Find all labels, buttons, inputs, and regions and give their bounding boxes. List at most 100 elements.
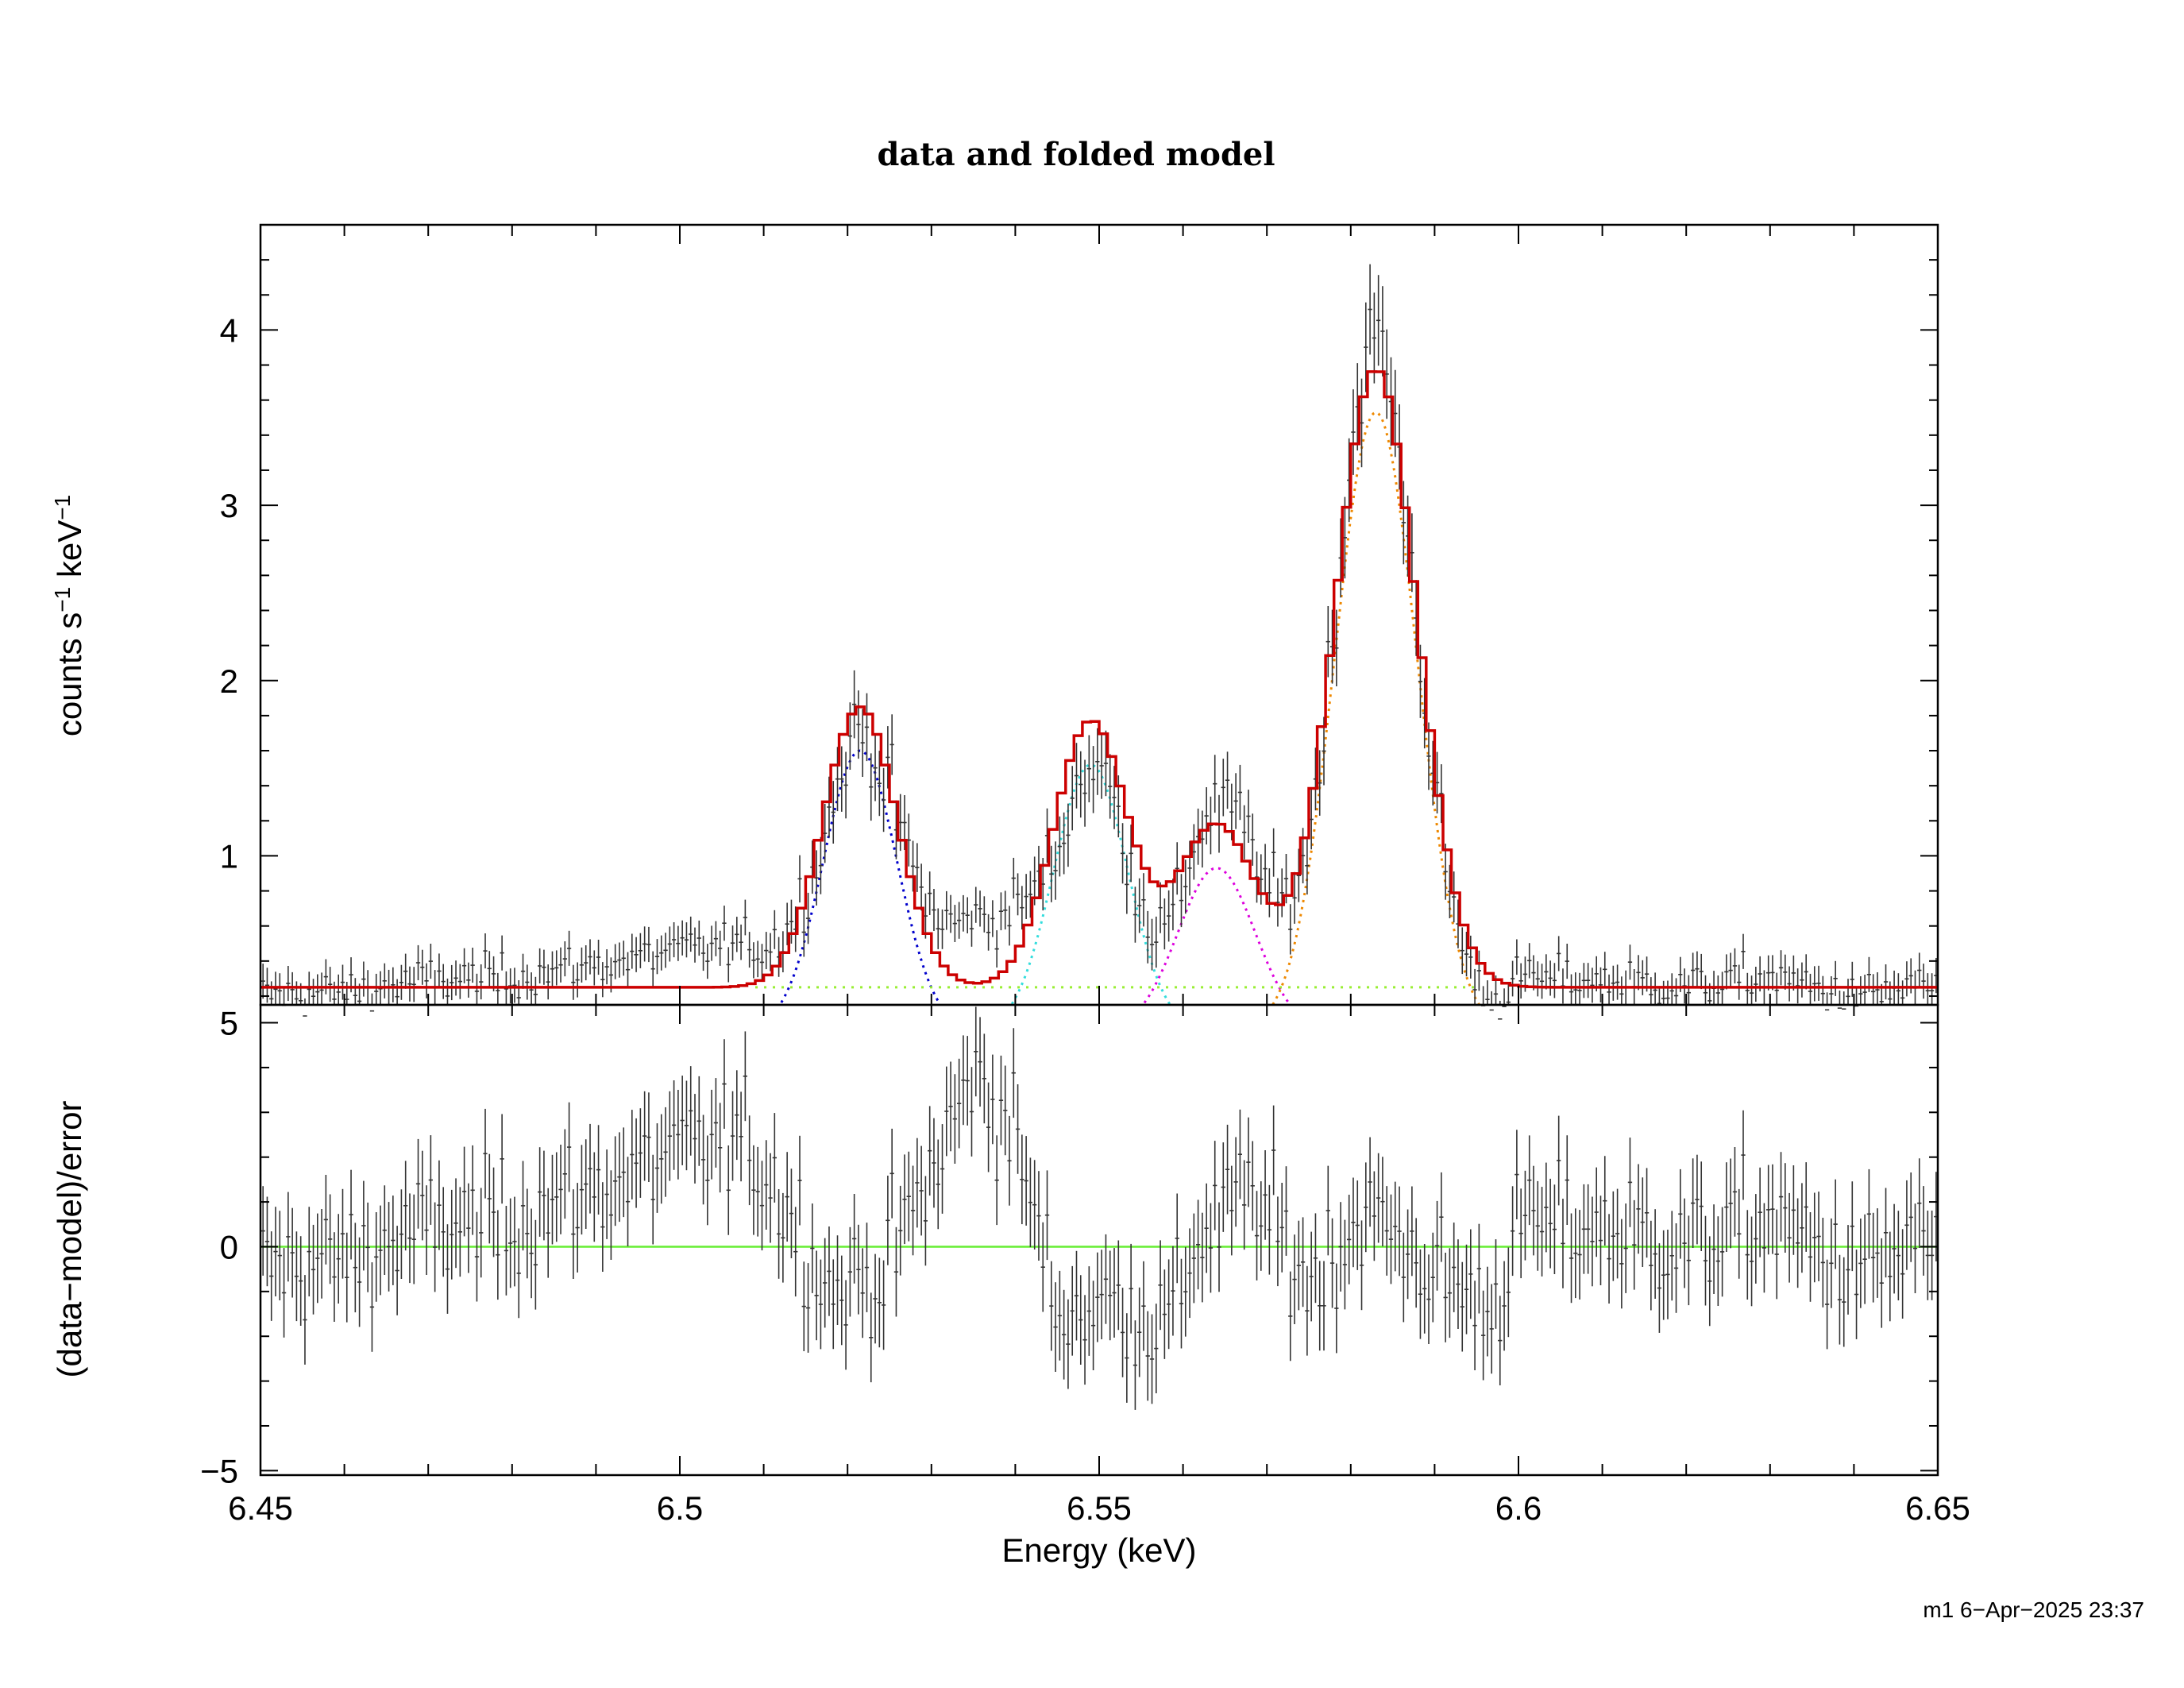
residual-point [1833, 1179, 1838, 1269]
data-point [1015, 873, 1021, 916]
data-point [613, 944, 618, 979]
model-curve [260, 370, 1938, 989]
data-point [818, 836, 823, 894]
data-point [1187, 840, 1192, 896]
data-point [1263, 844, 1268, 894]
residual-point [415, 1138, 421, 1229]
residual-point [286, 1192, 291, 1282]
data-point [1816, 965, 1821, 1001]
residual-point [1434, 1200, 1440, 1291]
residual-point [726, 1145, 731, 1235]
data-point [852, 670, 857, 739]
residual-point [1414, 1218, 1418, 1308]
data-point [1715, 975, 1720, 1005]
data-point [952, 905, 957, 942]
residual-point [1561, 1199, 1565, 1288]
data-point [1669, 973, 1674, 1005]
residual-point [982, 1033, 986, 1124]
data-point [1095, 728, 1100, 795]
residual-point [588, 1123, 592, 1214]
data-point [672, 922, 677, 958]
residual-point [1493, 1239, 1499, 1329]
data-point [680, 920, 685, 956]
residual-point [579, 1145, 585, 1235]
data-point [1003, 890, 1008, 930]
residual-point [277, 1211, 282, 1300]
data-point [1603, 952, 1607, 987]
residual-point [986, 1082, 991, 1172]
data-point [1007, 906, 1012, 946]
data-point [1850, 961, 1854, 997]
residual-point [538, 1147, 542, 1237]
residual-point [1539, 1187, 1545, 1277]
residual-point [290, 1207, 295, 1298]
residual-point [1318, 1261, 1322, 1351]
data-point [1325, 606, 1330, 678]
residual-point [1313, 1213, 1318, 1304]
residual-point [1305, 1265, 1310, 1356]
data-point [353, 978, 357, 1005]
residual-point [1518, 1188, 1523, 1279]
footer-timestamp: m1 6−Apr−2025 23:37 [1923, 1597, 2144, 1622]
residual-point [1892, 1203, 1897, 1294]
data-point [1745, 972, 1750, 1005]
data-point [575, 962, 580, 998]
residual-point [508, 1198, 513, 1288]
data-point [646, 926, 651, 963]
data-point [873, 735, 878, 802]
data-point [420, 949, 425, 985]
residual-point [332, 1232, 337, 1322]
residual-point [1485, 1266, 1490, 1357]
residual-point [1678, 1168, 1683, 1259]
residual-point [743, 1031, 747, 1122]
residual-point [944, 1066, 949, 1157]
residual-point [1418, 1249, 1423, 1339]
data-point [567, 930, 572, 966]
residual-point [869, 1292, 874, 1383]
residual-point [1322, 1261, 1326, 1351]
data-point [1598, 967, 1603, 1002]
data-point [965, 897, 970, 933]
residual-point [1086, 1266, 1091, 1356]
residual-point [1028, 1157, 1032, 1248]
residual-point [886, 1176, 890, 1265]
residual-point [1191, 1213, 1196, 1304]
residual-point [705, 1135, 710, 1226]
residual-point [1074, 1250, 1079, 1341]
residual-point [1032, 1160, 1037, 1250]
bottom-ytick-label: 0 [220, 1228, 238, 1265]
residual-point [1489, 1284, 1494, 1374]
data-point [684, 922, 689, 958]
residual-point [1430, 1232, 1435, 1323]
bottom-ytick-label: 5 [220, 1005, 238, 1042]
data-point [1057, 816, 1062, 877]
residual-point [1137, 1287, 1142, 1377]
residual-point [1862, 1214, 1867, 1304]
residual-point [1548, 1178, 1553, 1269]
data-point [1749, 975, 1754, 1005]
residual-point [852, 1194, 857, 1284]
residual-point [700, 1114, 706, 1205]
residual-point [554, 1152, 559, 1242]
data-point [1518, 963, 1523, 999]
data-point [1842, 991, 1846, 1010]
data-point [374, 973, 379, 1005]
residual-point [1758, 1167, 1762, 1257]
residual-point [785, 1152, 789, 1242]
data-point [1594, 956, 1599, 991]
residual-point [1456, 1239, 1461, 1329]
residual-point [529, 1208, 534, 1299]
data-point [1162, 898, 1167, 950]
residual-point [709, 1089, 714, 1180]
residual-point [1883, 1188, 1889, 1278]
residual-point [1062, 1289, 1067, 1380]
residual-point [1196, 1199, 1201, 1290]
data-point [990, 900, 995, 937]
residual-point [1796, 1198, 1800, 1288]
residual-point [1481, 1290, 1486, 1381]
residual-point [1661, 1230, 1666, 1320]
residual-point [1301, 1217, 1306, 1308]
data-point [735, 917, 739, 952]
data-point [1024, 874, 1028, 919]
